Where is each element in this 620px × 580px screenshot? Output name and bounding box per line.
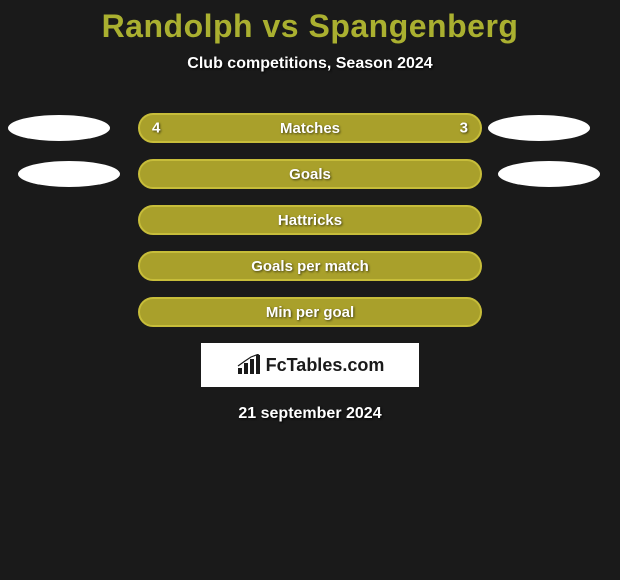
- stat-bar: Hattricks: [138, 205, 482, 235]
- left-ellipse: [8, 115, 110, 141]
- stat-row: Goals per match: [0, 251, 620, 281]
- stat-value-left: 4: [152, 120, 160, 137]
- comparison-infographic: Randolph vs Spangenberg Club competition…: [0, 0, 620, 580]
- stat-label: Hattricks: [278, 212, 342, 229]
- stat-bar: Goals: [138, 159, 482, 189]
- stat-label: Min per goal: [266, 304, 354, 321]
- stat-label: Matches: [280, 120, 340, 137]
- right-ellipse: [488, 115, 590, 141]
- logo: FcTables.com: [236, 354, 385, 376]
- right-ellipse: [498, 161, 600, 187]
- subtitle: Club competitions, Season 2024: [0, 55, 620, 73]
- stat-label: Goals per match: [251, 258, 369, 275]
- date-text: 21 september 2024: [0, 405, 620, 423]
- stat-row: Min per goal: [0, 297, 620, 327]
- stat-row: Hattricks: [0, 205, 620, 235]
- logo-box: FcTables.com: [201, 343, 419, 387]
- stat-label: Goals: [289, 166, 331, 183]
- stat-bar: Min per goal: [138, 297, 482, 327]
- stat-rows: Matches 4 3 Goals Hattricks Goals per match Mi…: [0, 113, 620, 327]
- page-title: Randolph vs Spangenberg: [0, 0, 620, 45]
- left-ellipse: [18, 161, 120, 187]
- bar-chart-icon: [236, 354, 262, 376]
- logo-text: FcTables.com: [266, 355, 385, 376]
- stat-value-right: 3: [460, 120, 468, 137]
- stat-row: Matches 4 3: [0, 113, 620, 143]
- stat-bar: Matches 4 3: [138, 113, 482, 143]
- stat-bar: Goals per match: [138, 251, 482, 281]
- stat-row: Goals: [0, 159, 620, 189]
